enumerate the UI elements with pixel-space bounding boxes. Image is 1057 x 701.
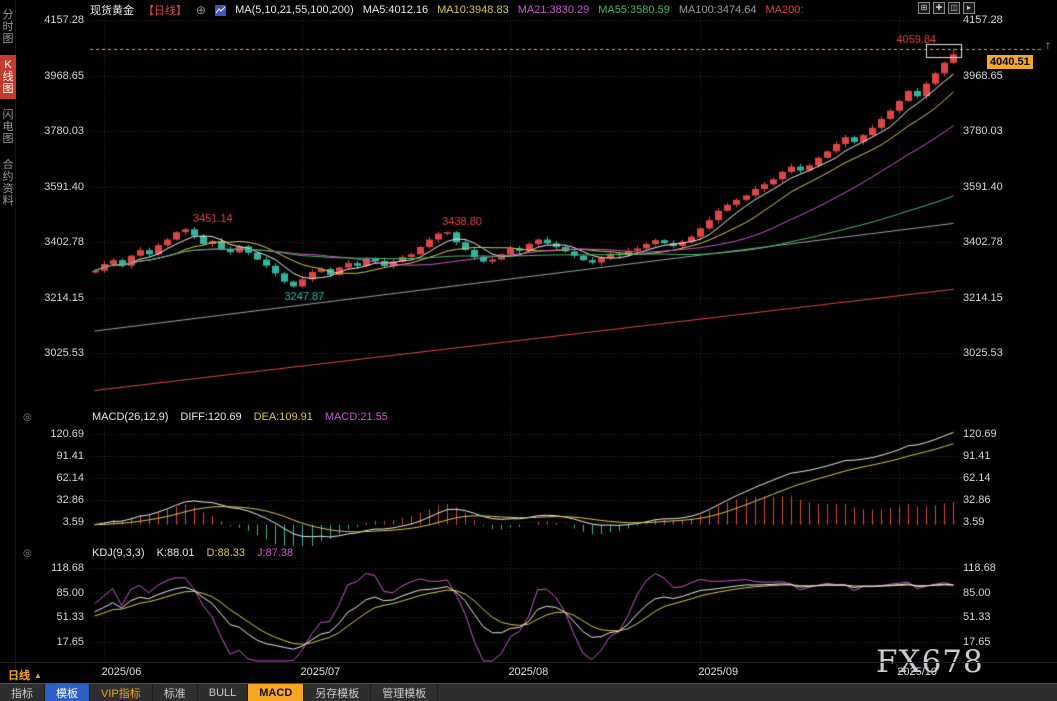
y-axis-tick-left: 118.68	[51, 562, 84, 574]
ma200-value-label: MA200:	[765, 4, 804, 16]
y-axis-tick-left: 3.59	[62, 516, 84, 528]
y-axis-tick-right: 17.65	[963, 635, 991, 648]
toolbar-item-templates[interactable]: 模板	[45, 684, 90, 701]
ma21-value-label: MA21:3830.29	[517, 4, 590, 16]
period-selector[interactable]: 日线 ▲	[8, 667, 42, 683]
y-axis-tick-left: 3402.78	[44, 236, 84, 248]
y-axis-tick-right: 118.68	[963, 562, 996, 574]
toolbar-item-manage-template[interactable]: 管理模板	[371, 684, 439, 701]
kdj-toggle-icon[interactable]: ◎	[23, 548, 32, 559]
y-axis-tick-left: 3591.40	[44, 180, 84, 193]
split-view-icon[interactable]: ⊞	[918, 2, 930, 14]
y-axis-tick-left: 3025.53	[44, 347, 84, 359]
y-axis-tick-left: 62.14	[56, 472, 84, 484]
sidebar-tab-kline[interactable]: K线图	[0, 55, 16, 99]
sidebar-tab-flash-chart[interactable]: 闪电图	[2, 109, 14, 145]
y-axis-tick-right: 120.69	[963, 428, 997, 440]
bottom-toolbar: 指标 模板 VIP指标 标准 BULL MACD 另存模板 管理模板	[0, 683, 1057, 701]
y-axis-tick-left: 51.33	[56, 611, 84, 623]
crosshair-icon[interactable]: ✚	[933, 2, 945, 14]
y-axis-tick-left: 32.86	[56, 494, 84, 506]
forward-icon[interactable]: ▸	[963, 2, 975, 14]
high-arrow-icon: ↑	[1045, 38, 1051, 52]
window-controls: ⊞ ✚ ◫ ▸	[918, 2, 975, 14]
macd-dea-value: DEA:109.91	[253, 411, 313, 423]
y-axis-tick-right: 62.14	[963, 472, 991, 484]
y-axis-tick-right: 3780.03	[963, 125, 1003, 137]
y-axis-tick-right: 91.41	[963, 450, 991, 462]
y-axis-tick-right: 4157.28	[963, 14, 1003, 26]
chart-style-icon[interactable]	[215, 4, 227, 16]
toolbar-item-vip-indicators[interactable]: VIP指标	[90, 684, 153, 701]
x-axis-month-label: 2025/10	[897, 666, 937, 678]
period-tag: 【日线】	[143, 5, 187, 17]
macd-header-row: MACD(26,12,9) DIFF:120.69 DEA:109.91 MAC…	[92, 411, 388, 423]
x-axis-month-label: 2025/09	[698, 666, 739, 678]
up-triangle-icon: ▲	[34, 670, 42, 680]
y-axis-tick-right: 3402.78	[963, 236, 1003, 248]
kdj-d-value: D:88.33	[206, 547, 246, 559]
x-axis-month-label: 2025/07	[300, 666, 341, 678]
y-axis-tick-left: 3214.15	[44, 291, 84, 304]
y-axis-tick-left: 91.41	[56, 450, 84, 462]
x-axis-month-label: 2025/06	[101, 666, 142, 678]
y-axis-tick-right: 3968.65	[963, 69, 1003, 82]
kdj-name-label: KDJ(9,3,3)	[92, 547, 145, 559]
last-price-tag: 4040.51	[987, 55, 1033, 69]
kdj-k-value: K:88.01	[156, 547, 195, 559]
y-axis-tick-right: 3591.40	[963, 180, 1003, 193]
y-axis-tick-right: 3214.15	[963, 291, 1003, 304]
chart-header: 现货黄金 【日线】 ⊕ MA(5,10,21,55,100,200) MA5:4…	[90, 2, 803, 18]
y-axis-tick-right: 3.59	[963, 516, 985, 528]
macd-macd-value: MACD:21.55	[324, 411, 388, 423]
ma10-value-label: MA10:3948.83	[437, 4, 509, 16]
panel-view-icon[interactable]: ◫	[948, 2, 960, 14]
toolbar-item-standard[interactable]: 标准	[153, 684, 198, 701]
ma55-value-label: MA55:3580.59	[598, 4, 670, 16]
add-compare-icon[interactable]: ⊕	[196, 3, 207, 17]
toolbar-item-bull[interactable]: BULL	[198, 684, 249, 701]
ma-group-label: MA(5,10,21,55,100,200)	[235, 4, 354, 16]
kdj-j-value: J:87.38	[257, 547, 294, 559]
y-axis-tick-right: 85.00	[963, 586, 991, 599]
y-axis-tick-right: 3025.53	[963, 347, 1003, 359]
macd-diff-value: DIFF:120.69	[180, 411, 242, 423]
macd-toggle-icon[interactable]: ◎	[23, 412, 32, 423]
y-axis-tick-left: 4157.28	[44, 14, 84, 26]
macd-name-label: MACD(26,12,9)	[92, 411, 169, 423]
x-axis-month-label: 2025/08	[508, 666, 549, 678]
left-sidebar: 分时图 K线图 闪电图 合约资料	[0, 0, 16, 701]
symbol-name: 现货黄金	[90, 5, 134, 17]
x-axis-row: 日线 ▲	[0, 662, 1057, 683]
y-axis-tick-right: 51.33	[963, 611, 991, 623]
y-axis-tick-left: 3968.65	[44, 69, 84, 82]
y-axis-tick-right: 32.86	[963, 494, 991, 506]
ma5-value-label: MA5:4012.16	[362, 4, 429, 16]
y-axis-tick-left: 120.69	[50, 428, 84, 440]
ma100-value-label: MA100:3474.64	[678, 4, 757, 16]
sidebar-tab-contract-info[interactable]: 合约资料	[2, 159, 14, 207]
y-axis-tick-left: 3780.03	[44, 125, 84, 137]
y-axis-tick-left: 85.00	[56, 586, 84, 599]
toolbar-item-indicators[interactable]: 指标	[0, 684, 45, 701]
period-label: 日线	[8, 670, 30, 682]
toolbar-item-save-template[interactable]: 另存模板	[304, 684, 372, 701]
y-axis-tick-left: 17.65	[56, 635, 84, 648]
sidebar-tab-time-chart[interactable]: 分时图	[2, 9, 14, 45]
toolbar-item-macd[interactable]: MACD	[248, 684, 305, 701]
kdj-header-row: KDJ(9,3,3) K:88.01 D:88.33 J:87.38	[92, 547, 293, 559]
